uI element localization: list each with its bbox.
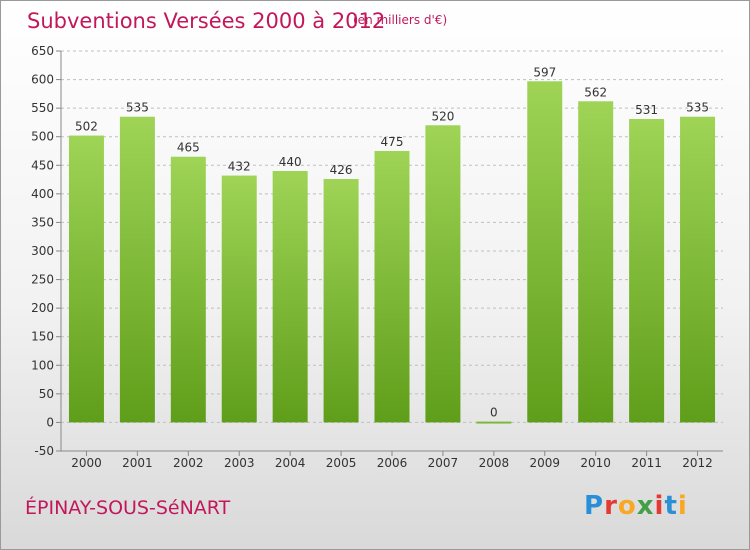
bar-2001 — [119, 116, 155, 423]
data-label: 465 — [177, 141, 200, 155]
y-tick-label: 200 — [31, 301, 54, 315]
brand-letter: i — [677, 491, 688, 521]
data-label: 535 — [126, 101, 149, 115]
y-tick-label: 600 — [31, 73, 54, 87]
x-tick-label: 2006 — [377, 456, 408, 470]
x-tick-label: 2000 — [71, 456, 102, 470]
x-tick-label: 2001 — [122, 456, 153, 470]
y-tick-label: 150 — [31, 330, 54, 344]
brand-letter: t — [664, 491, 678, 521]
bar-2000 — [68, 135, 104, 423]
y-tick-label: 400 — [31, 187, 54, 201]
bar-2004 — [272, 171, 308, 423]
y-tick-label: 50 — [39, 387, 54, 401]
bar-2011 — [629, 119, 665, 423]
data-labels: 502 535 465 432 440 426 475 520 0 597 562 531 535 — [75, 65, 709, 419]
x-tick-label: 2002 — [173, 456, 204, 470]
data-label: 475 — [381, 135, 404, 149]
x-tick-label: 2008 — [479, 456, 510, 470]
y-tick-label: 450 — [31, 158, 54, 172]
bars — [68, 81, 716, 424]
bar-2003 — [221, 175, 257, 423]
x-tick-label: 2010 — [580, 456, 611, 470]
y-tick-label: 650 — [31, 44, 54, 58]
bar-2012 — [680, 116, 716, 423]
brand-letter: o — [617, 491, 637, 521]
x-tick-label: 2003 — [224, 456, 255, 470]
y-tick-label: 250 — [31, 273, 54, 287]
data-label: 502 — [75, 120, 98, 134]
brand-letter: i — [654, 491, 665, 521]
x-tick-label: 2012 — [682, 456, 713, 470]
bar-2010 — [578, 101, 614, 423]
bar-2008 — [476, 421, 512, 424]
x-tick-label: 2009 — [529, 456, 560, 470]
bar-2006 — [374, 151, 410, 423]
y-tick-label: 550 — [31, 101, 54, 115]
x-tick-label: 2007 — [428, 456, 459, 470]
bar-2005 — [323, 179, 359, 423]
data-label: 432 — [228, 160, 251, 174]
brand-letter: r — [604, 491, 618, 521]
brand-letter: x — [636, 491, 655, 521]
bar-2007 — [425, 125, 461, 423]
x-tick-label: 2004 — [275, 456, 306, 470]
chart-subtitle: (en milliers d'€) — [353, 13, 448, 27]
data-label: 531 — [635, 103, 658, 117]
brand-logo[interactable]: Proxiti — [584, 491, 688, 521]
data-label: 597 — [533, 65, 556, 79]
y-tick-label: 350 — [31, 215, 54, 229]
y-tick-label: -50 — [34, 444, 54, 458]
y-tick-label: 0 — [46, 415, 54, 429]
x-tick-label: 2005 — [326, 456, 357, 470]
brand-letter: P — [584, 491, 605, 521]
chart-title: Subventions Versées 2000 à 2012 — [27, 9, 386, 33]
y-tick-label: 500 — [31, 130, 54, 144]
data-label: 0 — [490, 405, 498, 419]
y-tick-label: 100 — [31, 358, 54, 372]
x-tick-label: 2011 — [631, 456, 662, 470]
bar-2002 — [170, 156, 206, 423]
y-tick-label: 300 — [31, 244, 54, 258]
bar-2009 — [527, 81, 563, 423]
data-label: 562 — [584, 85, 607, 99]
data-label: 520 — [431, 109, 454, 123]
axes: -50 0 50 100 150 200 250 300 350 400 450 500 550 600 6… — [31, 44, 723, 470]
data-label: 440 — [279, 155, 302, 169]
data-label: 426 — [330, 163, 353, 177]
data-label: 535 — [686, 101, 709, 115]
commune-name: ÉPINAY-SOUS-SéNART — [25, 497, 231, 519]
